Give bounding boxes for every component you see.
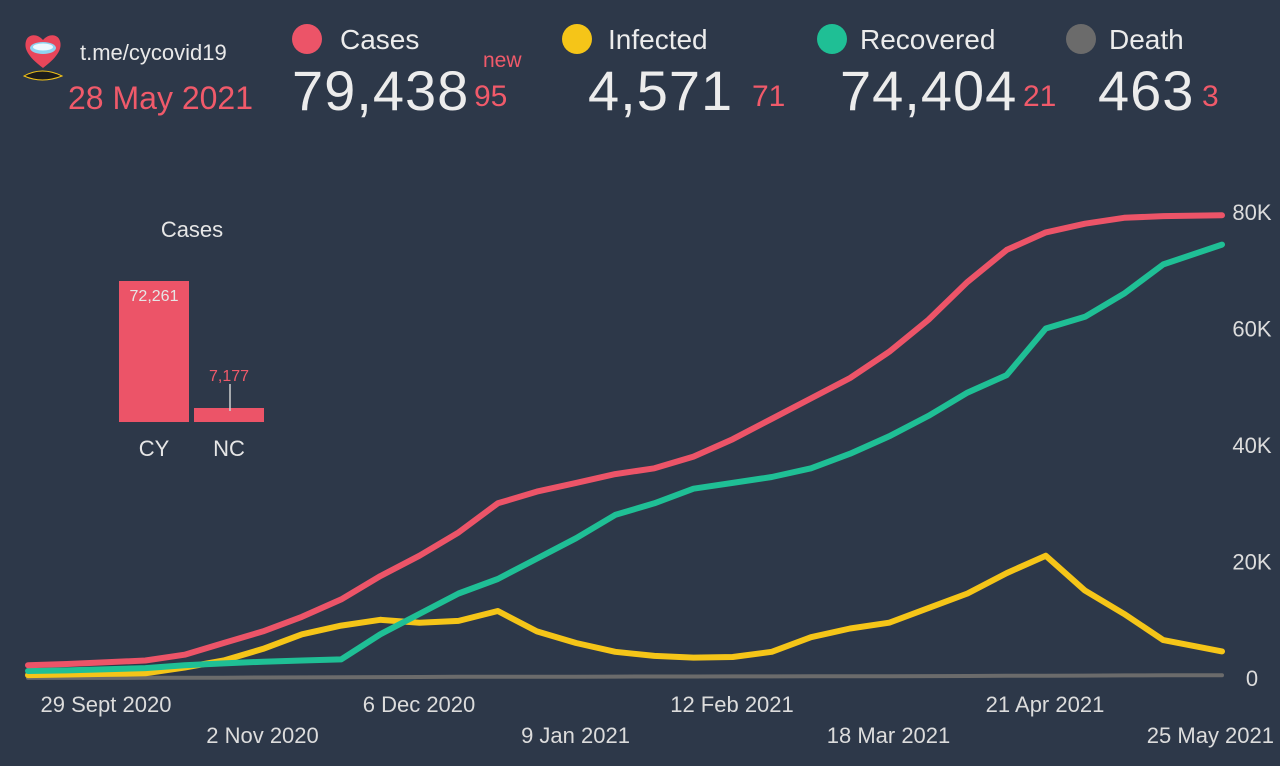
recovered-dot-icon: [817, 24, 847, 54]
y-tick-label: 0: [1246, 666, 1258, 691]
cyprus-heart-logo-icon: [22, 35, 64, 81]
infected-dot-icon: [562, 24, 592, 54]
series-line-death: [26, 673, 1224, 680]
x-tick-label: 2 Nov 2020: [206, 723, 319, 748]
x-tick-label: 6 Dec 2020: [363, 692, 476, 717]
report-date: 28 May 2021: [68, 80, 254, 116]
mini-bar-nc: [194, 407, 264, 422]
infected-total: 4,571: [588, 59, 734, 122]
series-line-infected: [25, 552, 1225, 679]
x-tick-label: 12 Feb 2021: [670, 692, 794, 717]
death-new: 3: [1202, 80, 1219, 113]
infected-new: 71: [752, 80, 786, 113]
series-line-cases: [25, 212, 1225, 669]
site-link[interactable]: t.me/cycovid19: [80, 40, 227, 65]
cases-label: Cases: [340, 24, 420, 55]
mini-chart-title: Cases: [161, 217, 223, 242]
y-tick-label: 40K: [1232, 433, 1271, 458]
x-tick-label: 9 Jan 2021: [521, 723, 630, 748]
y-tick-label: 60K: [1232, 317, 1271, 342]
x-tick-label: 21 Apr 2021: [986, 692, 1105, 717]
x-tick-label: 29 Sept 2020: [41, 692, 172, 717]
mini-bar-value-label: 72,261: [130, 288, 179, 305]
recovered-new: 21: [1023, 80, 1057, 113]
series-line-recovered: [25, 241, 1225, 674]
x-tick-label: 18 Mar 2021: [827, 723, 951, 748]
mini-bar-category-label: CY: [139, 436, 170, 461]
cases-new: 95: [474, 80, 508, 113]
cases-total: 79,438: [292, 59, 470, 122]
death-label: Death: [1109, 24, 1184, 55]
recovered-total: 74,404: [840, 59, 1018, 122]
cases-dot-icon: [292, 24, 322, 54]
y-tick-label: 20K: [1232, 550, 1271, 575]
new-label: new: [483, 49, 522, 72]
y-tick-label: 80K: [1232, 200, 1271, 225]
mini-bar-value-label: 7,177: [209, 368, 249, 385]
mini-bar-category-label: NC: [213, 436, 245, 461]
x-tick-label: 25 May 2021: [1147, 723, 1274, 748]
infected-label: Infected: [608, 24, 708, 55]
death-total: 463: [1098, 59, 1195, 122]
death-dot-icon: [1066, 24, 1096, 54]
mini-bar-cy: [119, 281, 189, 422]
recovered-label: Recovered: [860, 24, 996, 55]
